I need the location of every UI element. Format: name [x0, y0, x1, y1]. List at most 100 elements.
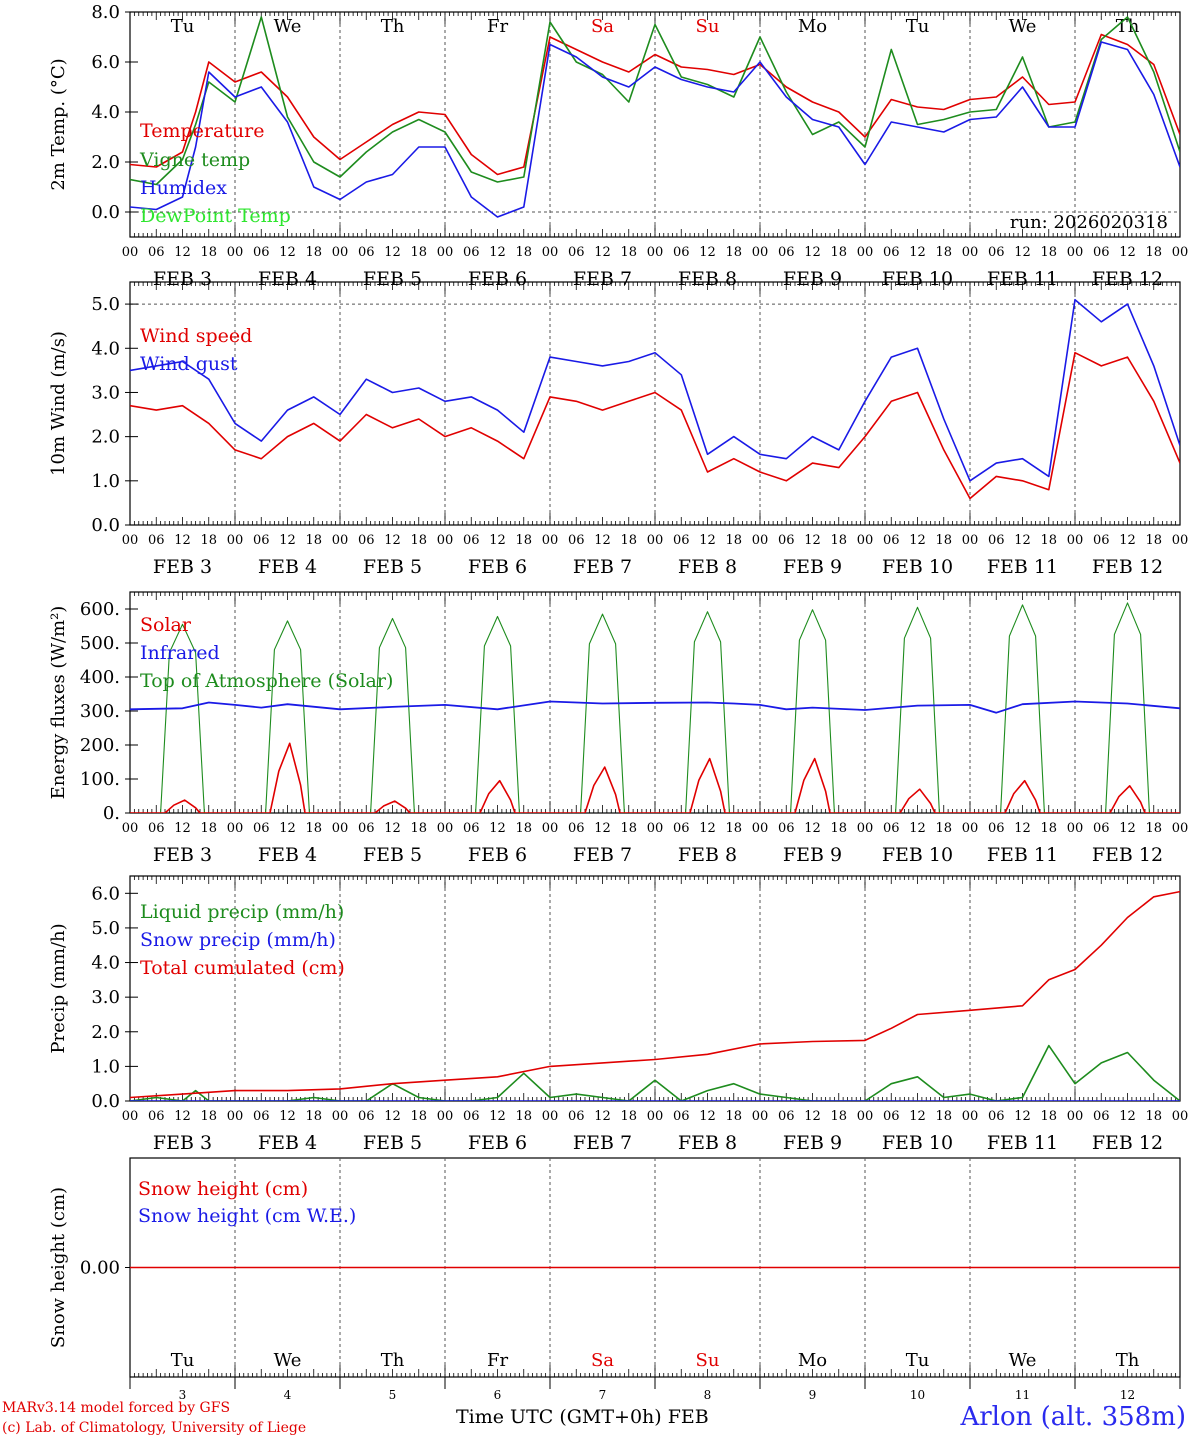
y-axis-label: Precip (mm/h)	[48, 923, 69, 1053]
legend-entry: Solar	[140, 614, 192, 636]
hour-label: 06	[778, 533, 795, 548]
date-label: FEB 9	[783, 1132, 842, 1154]
hour-label: 18	[935, 245, 952, 260]
hour-label: 18	[410, 245, 427, 260]
hour-label: 18	[620, 245, 637, 260]
hour-label: 00	[437, 1109, 454, 1124]
hour-label: 18	[410, 533, 427, 548]
series-infrared	[130, 700, 1180, 714]
hour-label: 00	[647, 1109, 664, 1124]
hour-label: 00	[752, 821, 769, 836]
y-tick-label: 8.0	[91, 2, 120, 23]
day-name-label: Tu	[906, 1350, 930, 1371]
hour-label: 18	[830, 533, 847, 548]
y-tick-label: 100.	[80, 769, 120, 790]
hour-label: 18	[620, 533, 637, 548]
y-tick-label: 4.0	[91, 102, 120, 123]
date-label: FEB 3	[153, 844, 212, 866]
hour-label: 06	[673, 821, 690, 836]
hour-label: 06	[1093, 1109, 1110, 1124]
hour-label: 18	[515, 1109, 532, 1124]
hour-label: 00	[332, 245, 349, 260]
hour-label: 18	[935, 821, 952, 836]
y-tick-label: 0.	[103, 803, 120, 824]
y-axis-label: Energy fluxes (W/m²)	[48, 606, 69, 800]
hour-label: 12	[279, 533, 296, 548]
date-label: FEB 7	[573, 844, 632, 866]
hour-label: 00	[647, 245, 664, 260]
hour-label: 18	[200, 533, 217, 548]
hour-label: 00	[1067, 533, 1084, 548]
y-tick-label: 5.0	[91, 918, 120, 939]
date-label: FEB 4	[258, 844, 317, 866]
day-number-label: 5	[389, 1388, 397, 1402]
series-group	[130, 890, 1180, 1101]
hour-label: 12	[699, 821, 716, 836]
hour-label: 18	[725, 1109, 742, 1124]
y-tick-label: 300.	[80, 701, 120, 722]
hour-label: 06	[358, 245, 375, 260]
hour-label: 12	[804, 821, 821, 836]
day-name-label: We	[274, 16, 302, 37]
series-total-cumulated-cm-	[130, 890, 1180, 1099]
hour-label: 18	[200, 821, 217, 836]
hour-label: 00	[962, 245, 979, 260]
date-label: FEB 3	[153, 556, 212, 578]
hour-label: 12	[384, 245, 401, 260]
hour-label: 00	[1067, 821, 1084, 836]
hour-label: 00	[647, 533, 664, 548]
hour-label: 12	[279, 245, 296, 260]
hour-label: 00	[122, 533, 139, 548]
hour-label: 18	[830, 821, 847, 836]
y-tick-label: 0.0	[91, 1091, 120, 1112]
y-axis-label: 2m Temp. (°C)	[48, 58, 69, 190]
hour-label: 06	[883, 821, 900, 836]
hour-label: 00	[437, 533, 454, 548]
hour-label: 06	[988, 821, 1005, 836]
hour-label: 06	[148, 245, 165, 260]
hour-label: 00	[542, 245, 559, 260]
time-axis-title: Time UTC (GMT+0h) FEB	[456, 1406, 709, 1428]
date-label: FEB 5	[363, 268, 422, 290]
day-name-label: Tu	[906, 16, 930, 37]
hour-label: 00	[857, 1109, 874, 1124]
day-name-label: Mo	[798, 16, 827, 37]
hour-label: 00	[962, 1109, 979, 1124]
panel-temperature: 0.0 2.0 4.0 6.0 8.0 2m Temp. (°C) 00 06 12 18 00 06…	[48, 2, 1188, 290]
date-label: FEB 9	[783, 556, 842, 578]
hour-label: 06	[568, 821, 585, 836]
day-name-label: Su	[696, 16, 720, 37]
hour-label: 18	[620, 821, 637, 836]
hour-label: 00	[332, 1109, 349, 1124]
hour-label: 06	[358, 1109, 375, 1124]
day-number-label: 10	[910, 1388, 925, 1402]
legend-entry: Total cumulated (cm)	[140, 957, 345, 979]
y-tick-label: 2.0	[91, 1022, 120, 1043]
hour-label: 12	[1119, 245, 1136, 260]
series-wind-gust	[130, 298, 1180, 482]
hour-label: 18	[305, 1109, 322, 1124]
hour-label: 12	[1014, 533, 1031, 548]
model-credit: MARv3.14 model forced by GFS	[2, 1400, 231, 1416]
date-label: FEB 5	[363, 1132, 422, 1154]
day-name-label: Tu	[171, 16, 195, 37]
panel-snow: 0.00 Snow height (cm) Tu We Th Fr Sa Su Mo Tu We Th…	[48, 1157, 1181, 1402]
hour-label: 00	[752, 245, 769, 260]
date-label: FEB 10	[882, 1132, 953, 1154]
hour-label: 06	[148, 821, 165, 836]
hour-label: 18	[305, 533, 322, 548]
hour-label: 06	[1093, 821, 1110, 836]
hour-label: 06	[778, 821, 795, 836]
hour-label: 18	[935, 533, 952, 548]
date-label: FEB 10	[882, 844, 953, 866]
hour-label: 00	[857, 245, 874, 260]
hour-label: 06	[568, 533, 585, 548]
hour-label: 18	[935, 1109, 952, 1124]
hour-label: 18	[1040, 1109, 1057, 1124]
hour-label: 18	[410, 1109, 427, 1124]
y-tick-label: 2.0	[91, 152, 120, 173]
date-label: FEB 11	[987, 556, 1058, 578]
series-humidex	[130, 41, 1180, 218]
date-label: FEB 5	[363, 844, 422, 866]
hour-label: 12	[489, 1109, 506, 1124]
